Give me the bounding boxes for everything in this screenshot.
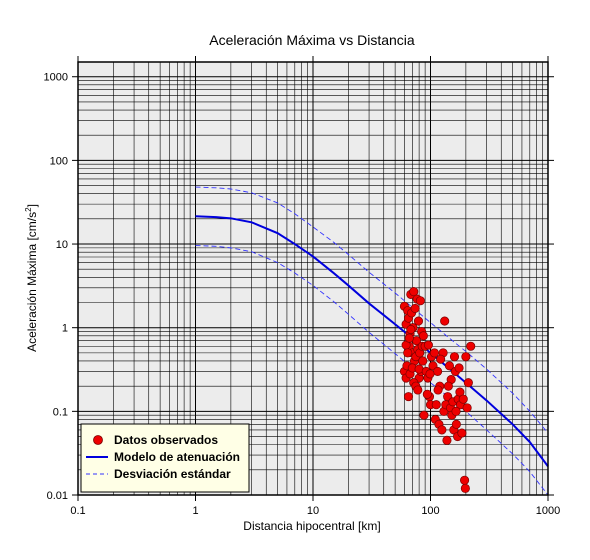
data-point [425, 369, 435, 379]
y-axis-label-end: ] [25, 204, 39, 207]
data-point [451, 419, 461, 429]
y-tick-label: 1 [62, 323, 68, 335]
y-tick-label: 100 [50, 155, 68, 167]
data-point [437, 425, 447, 435]
data-point [422, 389, 432, 399]
axis-ticks [72, 56, 554, 501]
legend-box [80, 423, 250, 493]
x-tick-label: 1000 [536, 505, 560, 517]
chart-title: Aceleración Máxima vs Distancia [209, 32, 415, 48]
plot-frame [77, 61, 549, 496]
y-tick-label: 1000 [44, 72, 68, 84]
series-lines [195, 186, 549, 496]
x-tick-label: 10 [307, 505, 319, 517]
y-tick-labels: 0.01 0.1 1 10 100 1000 [44, 72, 68, 502]
data-point [429, 348, 439, 358]
data-point [413, 316, 424, 326]
data-point [423, 340, 433, 350]
x-tick-label: 1 [192, 505, 198, 517]
attenuation-model-line [195, 215, 549, 467]
data-point [451, 406, 461, 416]
data-point [461, 352, 471, 362]
data-point [413, 385, 423, 395]
x-tick-labels: 0.1 1 10 100 1000 [70, 505, 560, 517]
data-point [443, 381, 453, 391]
data-point [449, 352, 460, 362]
y-tick-label: 0.1 [53, 406, 68, 418]
legend-label-modelo: Modelo de atenuación [114, 450, 240, 464]
data-point [404, 333, 414, 343]
std-deviation-line [195, 245, 549, 496]
legend-label-desviacion: Desviación estándar [114, 467, 231, 481]
data-point [418, 331, 428, 341]
scatter-points [399, 287, 476, 493]
data-point [454, 363, 464, 373]
data-point [419, 410, 429, 420]
data-point [431, 400, 441, 410]
data-point [442, 435, 452, 445]
data-point [410, 303, 420, 313]
data-point [433, 366, 443, 376]
y-tick-label: 10 [56, 239, 68, 251]
legend-marker [93, 435, 103, 445]
x-tick-label: 0.1 [70, 505, 85, 517]
data-point [406, 325, 416, 335]
grid-lines [77, 62, 548, 496]
y-axis-label-main: Aceleración Máxima [cm/s [25, 212, 39, 352]
data-point [436, 354, 446, 364]
y-tick-label: 0.01 [47, 490, 68, 502]
data-point [433, 385, 443, 395]
legend-label-datos: Datos observados [114, 433, 218, 447]
data-point [418, 356, 428, 366]
data-point [463, 378, 473, 388]
data-point [444, 361, 455, 371]
data-point [409, 287, 419, 297]
data-point [440, 316, 450, 326]
data-point [462, 403, 472, 413]
data-point [403, 348, 413, 358]
x-axis-label: Distancia hipocentral [km] [243, 519, 380, 533]
data-point [415, 296, 425, 306]
data-point [460, 483, 470, 493]
data-point [466, 341, 476, 351]
y-axis-label: Aceleración Máxima [cm/s2] [24, 204, 39, 352]
data-point [458, 394, 468, 404]
data-point [403, 392, 414, 402]
legend: Datos observados Modelo de atenuación De… [80, 423, 250, 493]
std-deviation-line [195, 186, 549, 434]
x-tick-label: 100 [421, 505, 439, 517]
y-axis-label-superscript: 2 [24, 207, 33, 212]
data-point [457, 428, 467, 438]
data-point [460, 475, 470, 485]
